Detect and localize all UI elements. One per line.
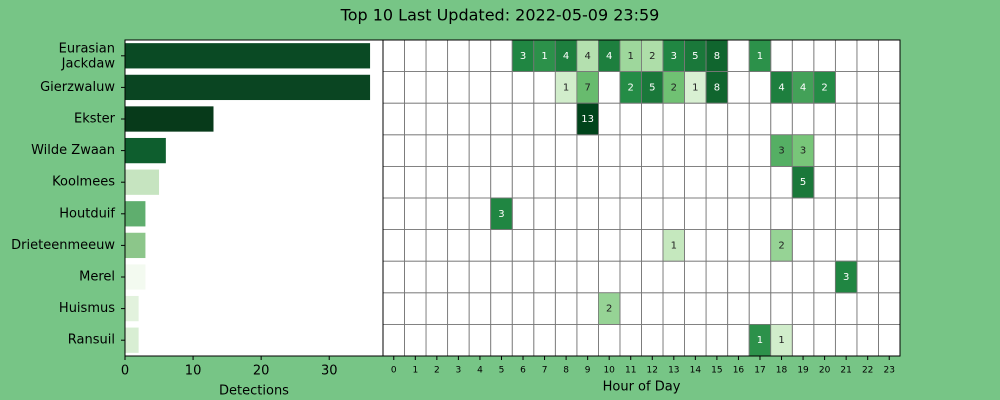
cell-label: 1 <box>541 51 547 62</box>
y-tick-label: Drieteenmeeuw <box>11 238 115 253</box>
cell-label: 2 <box>628 82 634 93</box>
x-tick-label: 17 <box>754 366 765 376</box>
bar <box>125 201 146 227</box>
cell-label: 1 <box>628 51 634 62</box>
bar <box>125 106 214 132</box>
bar <box>125 43 371 69</box>
x-tick-label: 18 <box>776 366 788 376</box>
x-tick-label: 2 <box>434 366 440 376</box>
x-tick-label: 0 <box>391 366 397 376</box>
cell-label: 1 <box>757 51 763 62</box>
cell-label: 4 <box>778 82 784 93</box>
x-tick-label: 6 <box>520 366 526 376</box>
x-tick-label: 15 <box>711 366 722 376</box>
cell-label: 3 <box>498 209 504 220</box>
cell-label: 5 <box>800 177 806 188</box>
y-tick-label: Gierzwaluw <box>40 80 115 95</box>
y-tick-label: Huismus <box>59 301 115 316</box>
cell-label: 2 <box>778 240 784 251</box>
x-tick-label: 1 <box>412 366 418 376</box>
bar <box>125 169 160 195</box>
cell-label: 13 <box>581 114 594 125</box>
bar <box>125 264 146 290</box>
cell-label: 2 <box>821 82 827 93</box>
y-tick-label: Merel <box>79 270 115 285</box>
bar <box>125 327 139 353</box>
y-tick-label: Ekster <box>74 112 116 127</box>
y-tick-label: Eurasian Jackdaw <box>59 41 116 71</box>
cell-label: 7 <box>584 82 590 93</box>
cell-label: 3 <box>843 272 849 283</box>
x-tick-label: 10 <box>185 364 202 379</box>
cell-label: 3 <box>778 146 784 157</box>
x-tick-label: 0 <box>121 364 129 379</box>
x-tick-label: 20 <box>253 364 270 379</box>
cell-label: 2 <box>606 304 612 315</box>
cell-label: 8 <box>714 51 720 62</box>
x-tick-label: 11 <box>625 366 636 376</box>
cell-label: 1 <box>757 335 763 346</box>
cell-label: 4 <box>563 51 569 62</box>
cell-label: 1 <box>671 240 677 251</box>
cell-label: 2 <box>649 51 655 62</box>
y-tick-label: Koolmees <box>52 175 115 190</box>
y-tick-label: Wilde Zwaan <box>31 143 115 158</box>
cell-label: 5 <box>692 51 698 62</box>
x-tick-label: 21 <box>840 366 851 376</box>
y-tick-label: Houtduif <box>59 206 115 221</box>
bar <box>125 74 371 101</box>
cell-label: 1 <box>778 335 784 346</box>
x-tick-label: 19 <box>797 366 809 376</box>
cell-label: 1 <box>692 82 698 93</box>
x-tick-label: 12 <box>647 366 658 376</box>
bar <box>125 232 146 259</box>
cell-label: 5 <box>649 82 655 93</box>
x-tick-label: 20 <box>819 366 831 376</box>
x-tick-label: 9 <box>585 366 591 376</box>
cell-label: 3 <box>671 51 677 62</box>
y-tick-label: Ransuil <box>68 333 115 348</box>
x-tick-label: 22 <box>862 366 873 376</box>
cell-label: 4 <box>800 82 806 93</box>
x-tick-label: 10 <box>603 366 615 376</box>
x-tick-label: 13 <box>668 366 679 376</box>
cell-label: 2 <box>671 82 677 93</box>
cell-label: 3 <box>800 146 806 157</box>
x-tick-label: 7 <box>542 366 548 376</box>
bar <box>125 295 139 322</box>
x-tick-label: 5 <box>499 366 505 376</box>
cell-label: 3 <box>520 51 526 62</box>
cell-label: 8 <box>714 82 720 93</box>
x-axis-label: Detections <box>219 384 289 399</box>
cell-label: 1 <box>563 82 569 93</box>
x-tick-label: 8 <box>563 366 569 376</box>
x-tick-label: 30 <box>321 364 338 379</box>
cell-label: 4 <box>584 51 590 62</box>
chart-title: Top 10 Last Updated: 2022-05-09 23:59 <box>340 6 660 25</box>
x-tick-label: 4 <box>477 366 483 376</box>
axes-frame <box>382 39 901 357</box>
x-tick-label: 16 <box>733 366 745 376</box>
x-tick-label: 14 <box>690 366 702 376</box>
x-tick-label: 3 <box>456 366 462 376</box>
cell-label: 4 <box>606 51 612 62</box>
x-tick-label: 23 <box>884 366 895 376</box>
bar <box>125 137 166 164</box>
x-axis-label: Hour of Day <box>603 380 681 395</box>
